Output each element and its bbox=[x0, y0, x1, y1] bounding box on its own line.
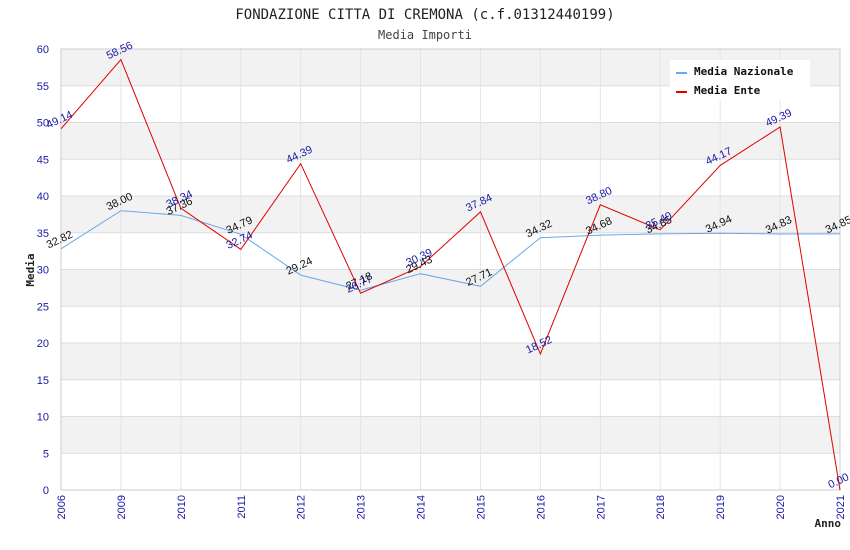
y-tick-label: 0 bbox=[43, 485, 49, 497]
chart-title: FONDAZIONE CITTA DI CREMONA (c.f.0131244… bbox=[235, 7, 614, 23]
series-line-media-ente bbox=[60, 58, 841, 491]
x-tick-label: 2010 bbox=[176, 495, 188, 519]
x-tick-label: 2017 bbox=[595, 495, 607, 519]
y-tick-label: 5 bbox=[43, 448, 49, 460]
x-tick-label: 2012 bbox=[296, 495, 308, 519]
y-tick-label: 50 bbox=[37, 118, 49, 130]
legend-label-media-nazionale: Media Nazionale bbox=[694, 65, 794, 78]
grid-band bbox=[61, 343, 840, 380]
legend: Media Nazionale Media Ente bbox=[670, 60, 810, 100]
y-tick-label: 45 bbox=[37, 154, 49, 166]
chart-subtitle: Media Importi bbox=[378, 28, 472, 42]
x-tick-label: 2018 bbox=[655, 495, 667, 519]
grid-band bbox=[61, 416, 840, 454]
plot-background-bands bbox=[61, 49, 840, 454]
x-tick-label: 2021 bbox=[835, 495, 847, 519]
x-tick-label: 2020 bbox=[775, 495, 787, 519]
x-tick-label: 2013 bbox=[356, 495, 368, 519]
x-tick-label: 2016 bbox=[535, 495, 547, 519]
grid-band bbox=[61, 269, 840, 307]
x-axis-label: Anno bbox=[815, 517, 842, 530]
grid-band bbox=[61, 122, 840, 160]
y-axis-ticks: 0 5 10 15 20 25 30 35 40 45 50 55 60 bbox=[37, 44, 49, 497]
y-tick-label: 60 bbox=[37, 44, 49, 56]
plot-area bbox=[60, 48, 841, 491]
data-label-media-nazionale: 32.82 bbox=[45, 229, 75, 252]
grid-band bbox=[61, 196, 840, 233]
y-tick-label: 15 bbox=[37, 375, 49, 387]
series-line-media-nazionale bbox=[60, 210, 841, 291]
x-tick-label: 2019 bbox=[715, 495, 727, 519]
x-tick-label: 2014 bbox=[416, 495, 428, 519]
y-tick-label: 55 bbox=[37, 81, 49, 93]
x-tick-label: 2009 bbox=[116, 495, 128, 519]
y-tick-label: 30 bbox=[37, 265, 49, 277]
y-tick-label: 25 bbox=[37, 301, 49, 313]
y-tick-label: 10 bbox=[37, 412, 49, 424]
y-tick-label: 40 bbox=[37, 191, 49, 203]
x-tick-label: 2011 bbox=[236, 495, 248, 519]
legend-label-media-ente: Media Ente bbox=[694, 84, 761, 97]
x-tick-label: 2006 bbox=[56, 495, 68, 519]
y-axis-label: Media bbox=[24, 253, 37, 286]
x-tick-label: 2015 bbox=[475, 495, 487, 519]
data-label-media-ente: 0.00 bbox=[826, 471, 850, 491]
legend-box bbox=[670, 60, 810, 100]
x-axis-ticks: 2006 2009 2010 2011 2012 2013 2014 2015 2016 2017… bbox=[56, 495, 847, 519]
y-tick-label: 20 bbox=[37, 338, 49, 350]
y-tick-label: 35 bbox=[37, 228, 49, 240]
series-lines bbox=[60, 58, 841, 491]
